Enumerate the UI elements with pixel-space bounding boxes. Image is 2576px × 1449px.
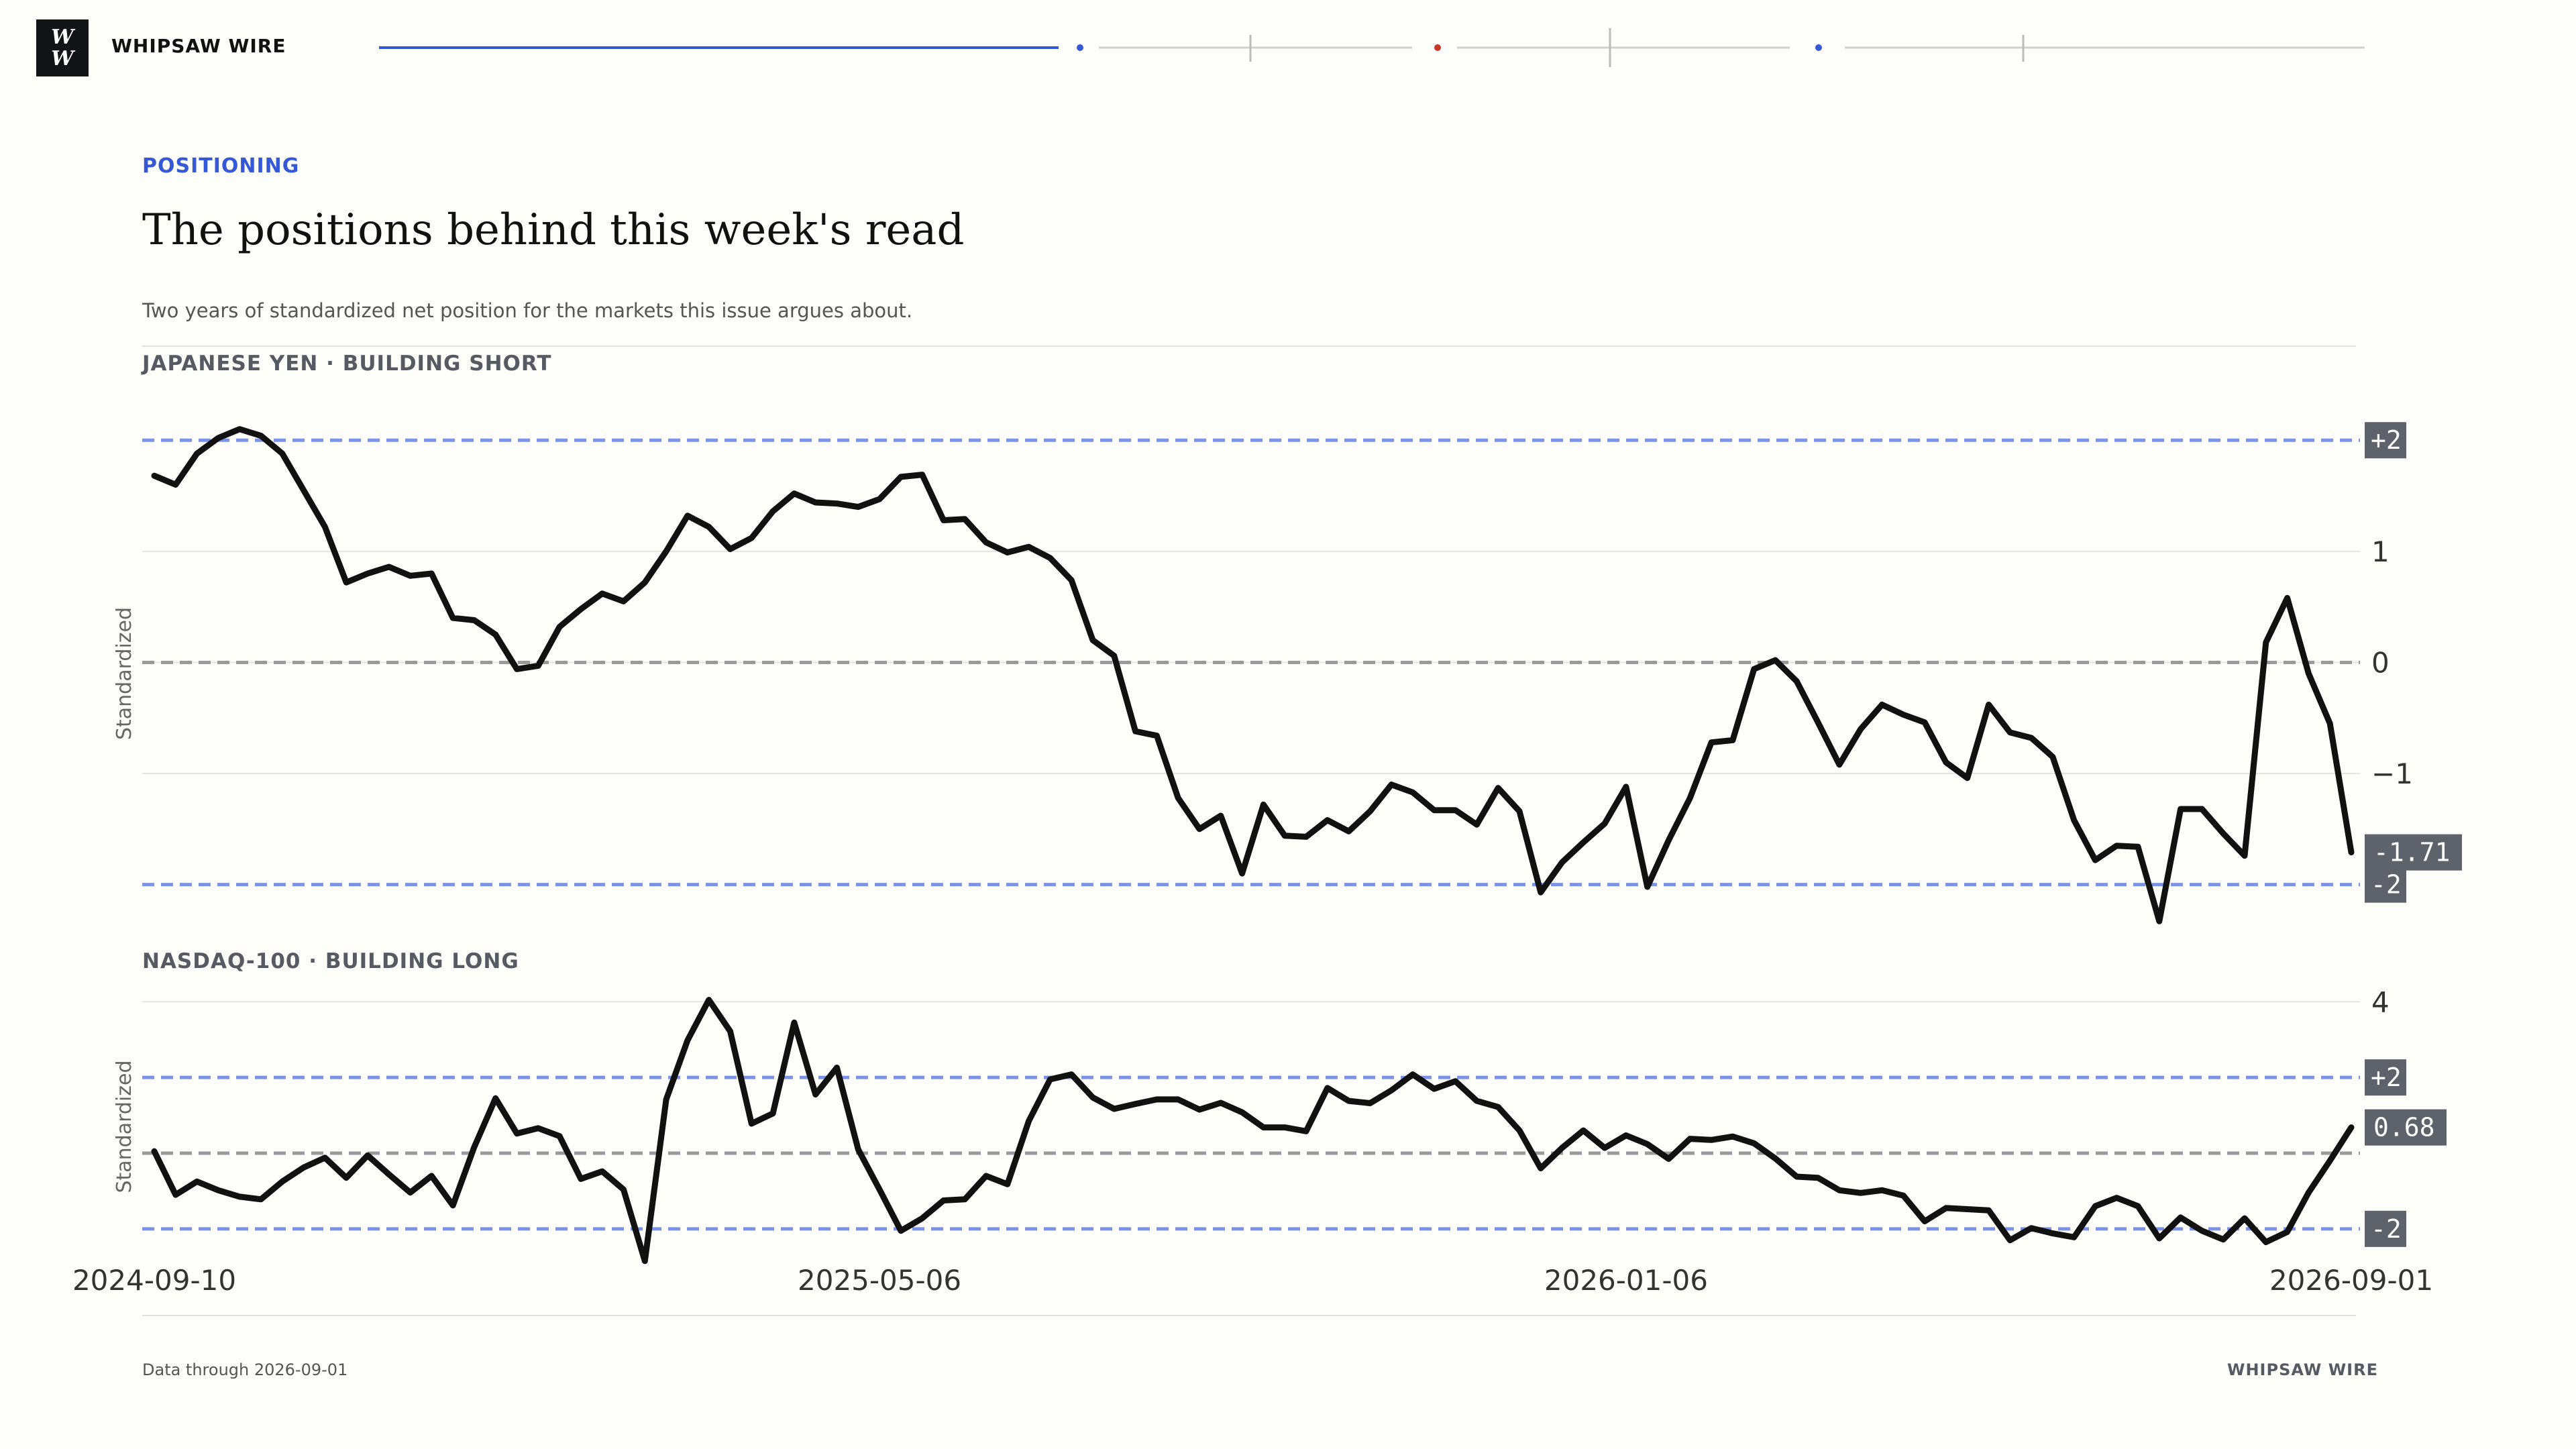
logo-letter-top: W — [51, 25, 74, 49]
y-tick-label-yen-2: −1 — [2371, 757, 2413, 790]
y-tick-label-nasdaq-0: 4 — [2371, 985, 2390, 1018]
band-label-yen-1: -2 — [2371, 870, 2402, 900]
x-tick-label-3: 2026-09-01 — [2269, 1264, 2433, 1297]
progress-marker-2[interactable] — [1434, 44, 1441, 51]
last-value-badge-nasdaq — [2365, 1109, 2447, 1146]
x-tick-label-1: 2025-05-06 — [798, 1264, 961, 1297]
y-tick-label-yen-0: 1 — [2371, 535, 2390, 568]
brand-name[interactable]: WHIPSAW WIRE — [111, 35, 286, 57]
progress-marker-1[interactable] — [1077, 44, 1083, 51]
y-axis-title-yen: Standardized — [113, 607, 136, 740]
article-title: The positions behind this week's read — [142, 205, 965, 255]
footer-note: Data through 2026-09-01 — [142, 1360, 348, 1379]
section-kicker[interactable]: POSITIONING — [142, 154, 300, 178]
logo-letter-bottom: W — [51, 46, 74, 70]
band-label-yen-0: +2 — [2371, 425, 2402, 455]
band-badge-nasdaq-1 — [2365, 1210, 2406, 1247]
footer-brand[interactable]: WHIPSAW WIRE — [2227, 1360, 2378, 1379]
panel-yen: 1 0 −1 +2 -2 -1.71 Standardized — [113, 422, 2462, 924]
band-badge-yen-1 — [2365, 866, 2406, 903]
panel-nasdaq: 4 +2 -2 0.68 Standardized 2024-09-10 2025-05-0… — [72, 985, 2447, 1297]
x-tick-label-0: 2024-09-10 — [72, 1264, 236, 1297]
band-badge-yen-0 — [2365, 422, 2406, 459]
last-value-badge-yen — [2365, 834, 2462, 871]
progress-marker-3[interactable] — [1815, 44, 1822, 51]
band-badge-nasdaq-0 — [2365, 1059, 2406, 1096]
band-label-nasdaq-0: +2 — [2371, 1063, 2402, 1092]
x-tick-label-2: 2026-01-06 — [1544, 1264, 1708, 1297]
series-line-yen — [151, 426, 2355, 924]
panel-title-yen: JAPANESE YEN · BUILDING SHORT — [142, 352, 552, 376]
y-tick-label-yen-1: 0 — [2371, 646, 2390, 679]
brand-logo[interactable]: W W — [36, 19, 89, 76]
bottom-divider — [142, 1315, 2356, 1316]
series-line-nasdaq — [151, 997, 2355, 1265]
y-axis-title-nasdaq: Standardized — [113, 1060, 136, 1193]
last-value-label-yen: -1.71 — [2373, 838, 2450, 867]
band-label-nasdaq-1: -2 — [2371, 1214, 2402, 1244]
issue-progress-bar[interactable] — [0, 0, 2576, 80]
last-value-label-nasdaq: 0.68 — [2373, 1113, 2435, 1142]
article-subtitle: Two years of standardized net position f… — [142, 299, 913, 322]
top-divider — [142, 345, 2356, 347]
panel-title-nasdaq: NASDAQ-100 · BUILDING LONG — [142, 949, 519, 973]
